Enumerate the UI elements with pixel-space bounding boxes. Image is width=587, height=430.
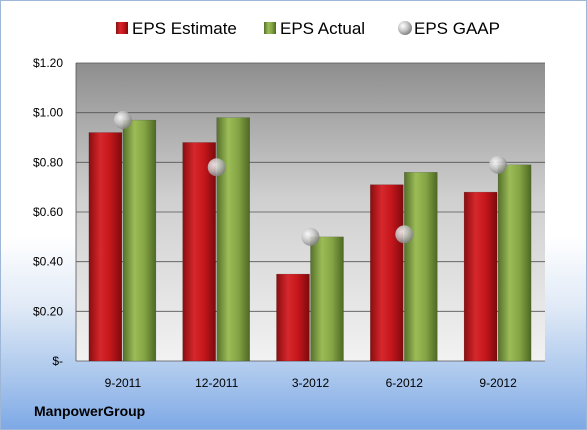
y-tick-label: $0.40 [33, 255, 63, 269]
eps-actual-swatch [264, 22, 276, 34]
y-tick-label: $1.00 [33, 106, 63, 120]
eps-estimate-bar [182, 142, 216, 362]
eps-gaap-point [395, 225, 414, 244]
x-tick-label: 9-2011 [105, 376, 142, 390]
y-tick-label: $1.20 [33, 56, 63, 70]
y-tick-label: $0.80 [33, 155, 63, 169]
legend-eps-estimate: EPS Estimate [116, 19, 237, 38]
eps-gaap-point [301, 227, 320, 246]
legend-label: EPS GAAP [414, 19, 500, 38]
eps-actual-bar [122, 119, 157, 362]
eps-gaap-point [207, 158, 226, 177]
eps-gaap-point [113, 111, 132, 130]
eps-actual-bar [310, 236, 344, 362]
eps-estimate-bar [370, 184, 404, 362]
eps-actual-bar [216, 117, 250, 362]
eps-estimate-bar [276, 273, 310, 362]
y-tick-label: $0.60 [33, 205, 63, 219]
legend-label: EPS Estimate [132, 19, 237, 38]
eps-actual-bar [497, 164, 532, 362]
x-tick-label: 3-2012 [292, 376, 330, 390]
x-tick-label: 12-2011 [195, 376, 238, 390]
legend-eps-gaap: EPS GAAP [398, 19, 500, 38]
x-tick-label: 6-2012 [386, 376, 424, 390]
eps-estimate-bar [88, 132, 123, 362]
x-tick-label: 9-2012 [479, 376, 517, 390]
y-tick-label: $0.20 [33, 304, 63, 318]
y-tick-label: $- [52, 354, 63, 368]
brand-name: ManpowerGroup [34, 403, 146, 419]
eps-gaap-swatch [398, 21, 412, 35]
eps-estimate-swatch [116, 22, 128, 34]
eps-gaap-point [489, 155, 508, 174]
eps-estimate-bar [463, 191, 498, 362]
legend-eps-actual: EPS Actual [264, 19, 365, 38]
legend-label: EPS Actual [280, 19, 365, 38]
eps-actual-bar [404, 172, 438, 362]
